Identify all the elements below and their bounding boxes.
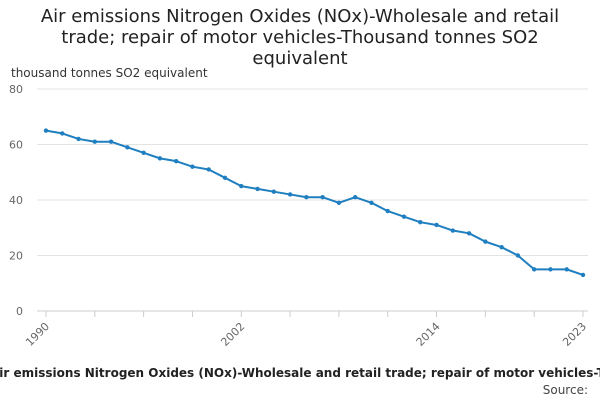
data-point-2013 <box>418 220 423 225</box>
y-tick-label-0: 0 <box>16 305 23 318</box>
series-line-0 <box>45 129 584 276</box>
axes: 0 20 40 60 80 1990 2002 2014 2023 <box>9 83 589 349</box>
data-point-2008 <box>336 200 342 205</box>
data-point-2023 <box>580 272 586 278</box>
x-tick-label-2023: 2023 <box>560 320 589 349</box>
chart-title-line-1: Air emissions Nitrogen Oxides (NOx)-Whol… <box>40 6 560 27</box>
x-tick-label-2002: 2002 <box>218 320 247 349</box>
chart-title: Air emissions Nitrogen Oxides (NOx)-Whol… <box>0 6 600 69</box>
chart-title-line-3: equivalent <box>252 48 348 69</box>
data-point-1990 <box>43 128 49 133</box>
data-point-1997 <box>157 156 163 161</box>
data-point-1991 <box>60 131 65 136</box>
footer-caption: Air emissions Nitrogen Oxides (NOx)-Whol… <box>0 366 600 380</box>
data-point-2022 <box>564 267 569 272</box>
data-point-2016 <box>466 231 472 236</box>
data-point-2020 <box>531 267 537 272</box>
data-point-2002 <box>239 183 244 189</box>
data-point-2000 <box>206 167 211 172</box>
y-tick-label-20: 20 <box>9 250 23 263</box>
data-point-2007 <box>320 195 325 200</box>
data-point-2009 <box>352 195 358 200</box>
data-point-2019 <box>515 253 521 258</box>
data-point-2021 <box>548 267 553 272</box>
y-tick-label-40: 40 <box>9 194 23 207</box>
data-point-2012 <box>401 214 407 219</box>
data-point-2003 <box>255 186 260 192</box>
data-point-2005 <box>287 192 293 197</box>
data-point-2017 <box>483 239 488 244</box>
footer-caption-text: Air emissions Nitrogen Oxides (NOx)-Whol… <box>0 366 600 380</box>
data-point-2010 <box>369 200 374 205</box>
y-tick-label-80: 80 <box>9 83 23 96</box>
data-point-1994 <box>108 139 114 144</box>
chart-title-line-2: trade; repair of motor vehicles-Thousand… <box>61 27 539 48</box>
series <box>43 128 586 278</box>
y-tick-label-60: 60 <box>9 139 23 152</box>
y-axis-unit-label: thousand tonnes SO2 equivalent <box>11 66 208 80</box>
data-point-1993 <box>92 139 98 144</box>
data-point-1995 <box>125 145 130 150</box>
x-tick-label-2014: 2014 <box>414 320 443 349</box>
data-point-2001 <box>222 175 228 180</box>
gridlines <box>37 88 588 256</box>
data-point-2004 <box>271 189 277 194</box>
x-tick-label-1990: 1990 <box>23 320 52 349</box>
data-point-2018 <box>499 244 504 250</box>
data-point-1996 <box>141 150 146 156</box>
source-label: Source: <box>542 383 588 397</box>
data-point-2015 <box>450 228 456 233</box>
data-point-2006 <box>304 195 309 200</box>
data-point-1999 <box>190 164 195 169</box>
data-point-2014 <box>434 222 439 228</box>
data-point-2011 <box>385 208 390 214</box>
data-point-1992 <box>76 136 81 142</box>
data-point-1998 <box>173 158 179 164</box>
